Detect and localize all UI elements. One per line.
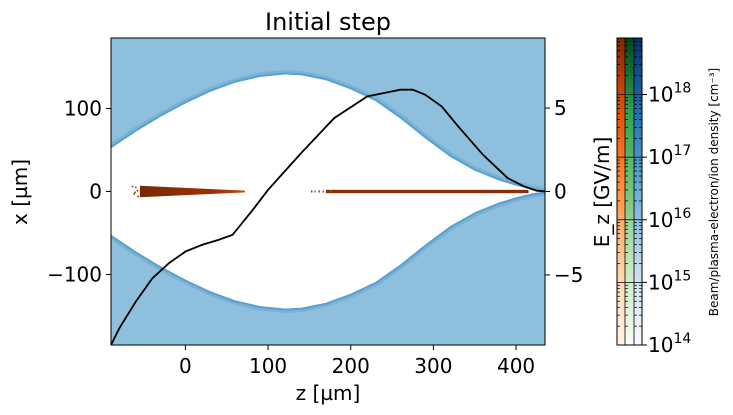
- colorbar-label: Beam/plasma-electron/ion density [cm⁻³]: [707, 68, 721, 316]
- beam-layer: [131, 185, 529, 198]
- witness-beam-particle: [311, 190, 313, 193]
- witness-beam-particle: [337, 190, 339, 193]
- witness-beam-particle: [318, 190, 320, 193]
- drive-beam: [139, 185, 245, 198]
- drive-beam-particle: [131, 185, 134, 188]
- drive-beam-particle: [133, 193, 136, 195]
- y2-tick-label: −5: [554, 263, 583, 287]
- y-tick-label: −100: [47, 262, 102, 286]
- colorbar-ticks: 1014 1015 1016 1017 1018: [617, 37, 691, 357]
- colorbar-greens: [625, 38, 634, 345]
- ez-field-line: [111, 88, 545, 345]
- x-tick-label: 0: [179, 354, 192, 378]
- y2-axis-label: E_z [GV/m]: [590, 137, 614, 248]
- y-tick-label: 100: [64, 97, 102, 121]
- colorbar-blues: [634, 38, 642, 345]
- drive-beam-particle: [136, 189, 139, 192]
- y2-tick-label: 5: [554, 96, 567, 120]
- y2-tick-label: 0: [554, 180, 567, 204]
- witness-beam: [325, 189, 529, 194]
- chart-title: Initial step: [265, 8, 391, 36]
- witness-beam-particle: [325, 190, 328, 193]
- y-axis-label: x [µm]: [8, 159, 32, 225]
- colorbar-tick-label: 1015: [648, 268, 691, 294]
- x-tick-label: 400: [497, 354, 535, 378]
- x-axis-label: z [µm]: [296, 381, 361, 405]
- y-tick-label: 0: [89, 180, 102, 204]
- drive-beam-particle: [137, 195, 140, 198]
- tick-layer: 0 100 200 300 400 −100 0 100 −5 0 5: [47, 96, 583, 378]
- colorbar-oranges: [617, 38, 625, 345]
- x-tick-label: 100: [249, 354, 287, 378]
- witness-beam-particle: [314, 190, 316, 193]
- x-tick-label: 200: [332, 354, 370, 378]
- drive-beam-particle: [134, 191, 136, 194]
- witness-beam-particle: [330, 190, 332, 193]
- x-tick-label: 300: [414, 354, 452, 378]
- colorbar: 1014 1015 1016 1017 1018 Beam/plasma-electro…: [616, 37, 721, 357]
- witness-beam-particle: [322, 190, 325, 193]
- drive-beam-particle: [134, 186, 137, 189]
- colorbar-tick-label: 1017: [648, 143, 691, 169]
- colorbar-tick-label: 1018: [648, 81, 691, 107]
- colorbar-tick-label: 1016: [648, 206, 691, 232]
- colorbar-tick-label: 1014: [648, 331, 691, 357]
